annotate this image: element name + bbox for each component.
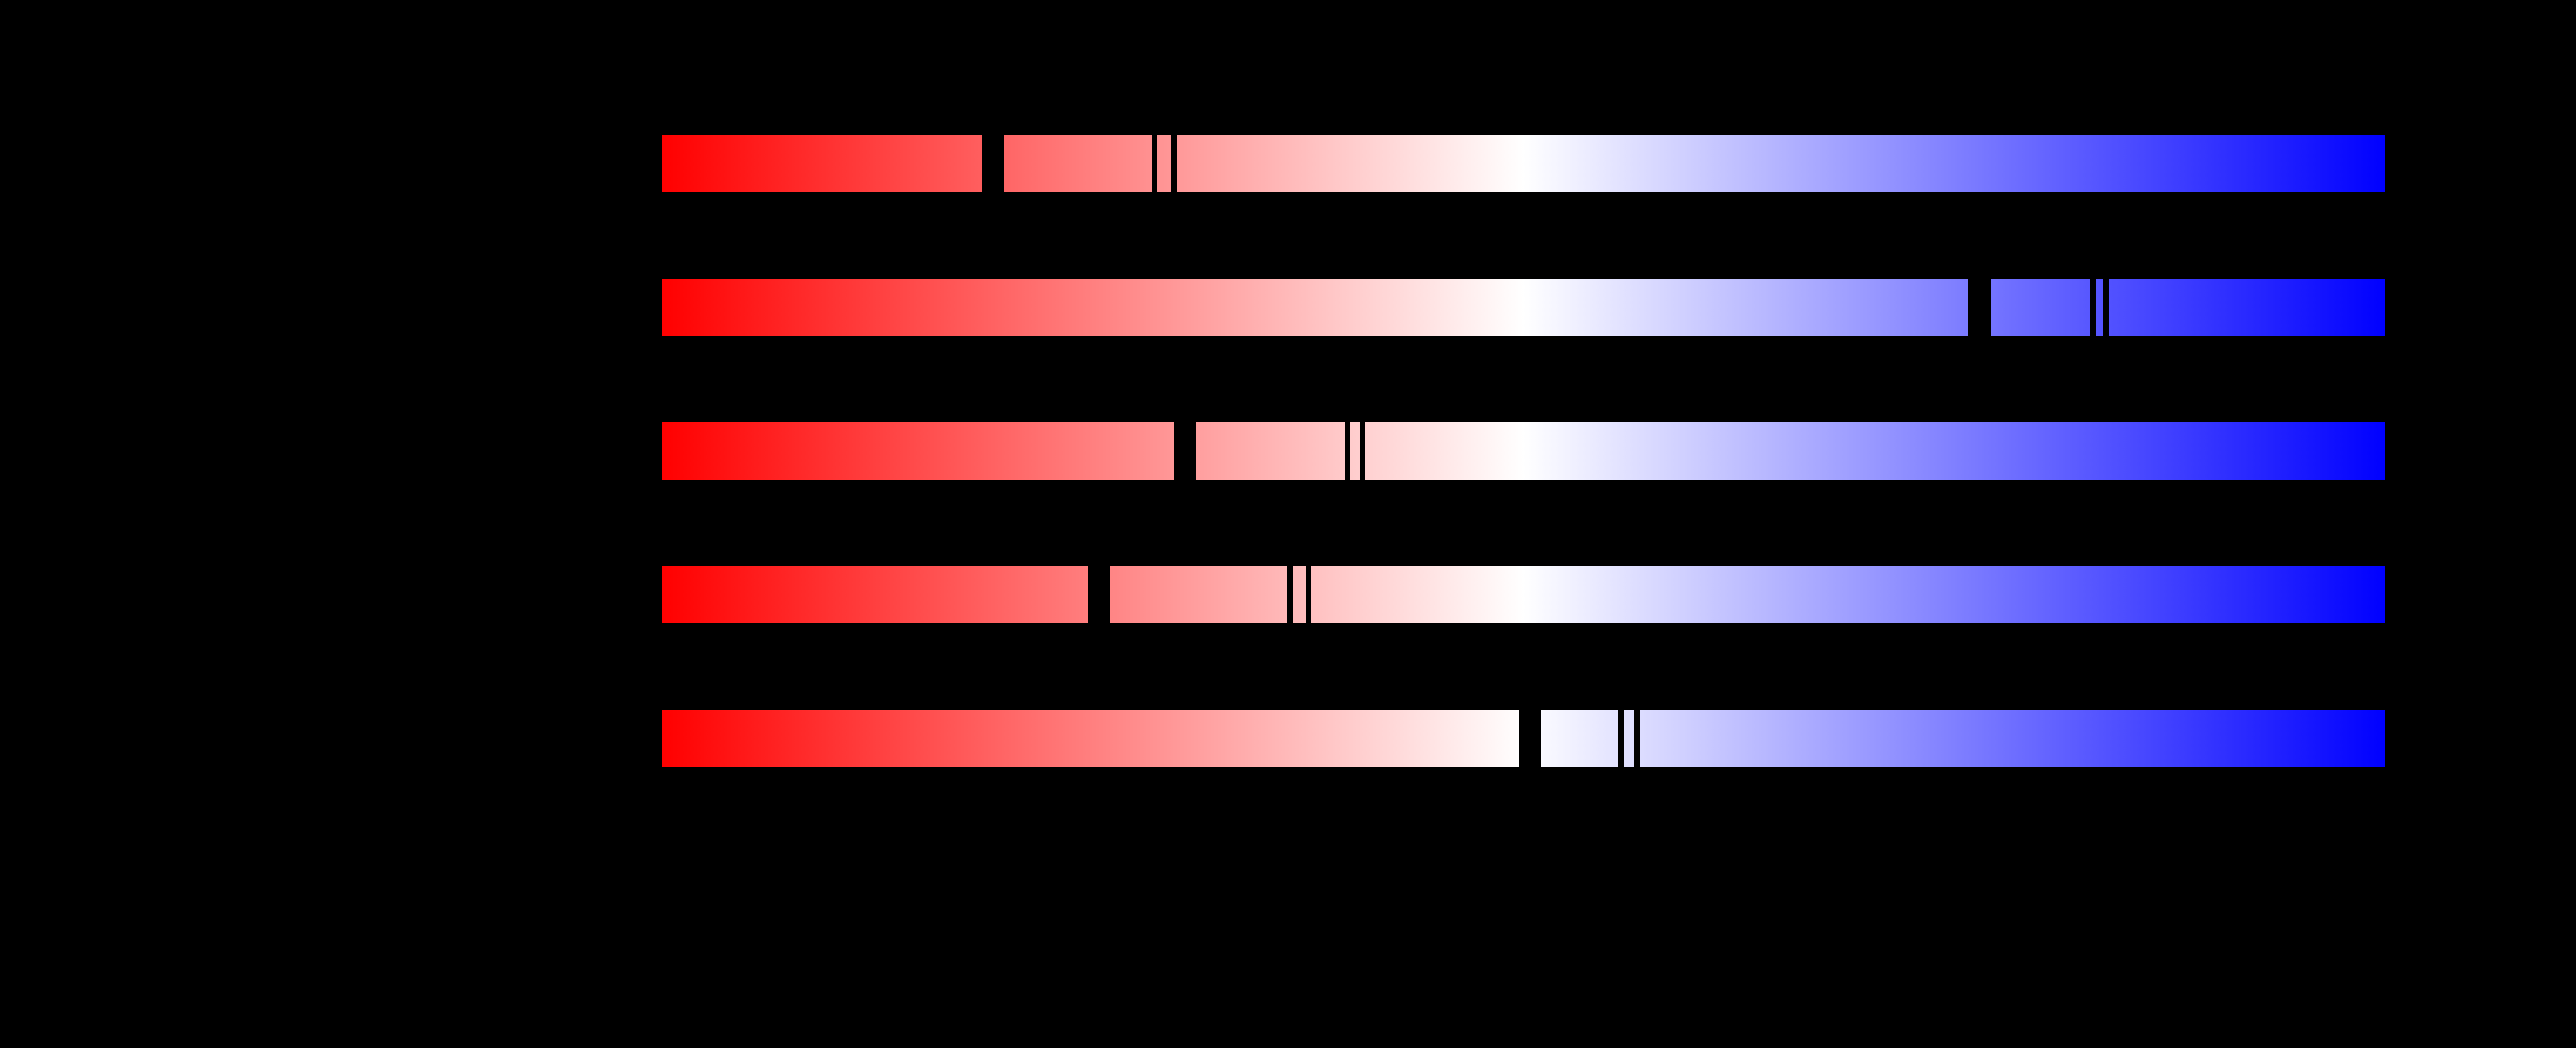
thick-marker	[1968, 279, 1991, 336]
thin-marker	[1345, 422, 1350, 480]
gradient-bar-row-5	[662, 710, 2385, 767]
thin-marker	[2090, 279, 2096, 336]
thin-marker	[2103, 279, 2109, 336]
thin-marker	[1287, 566, 1293, 623]
thin-marker	[1152, 135, 1157, 192]
thick-marker	[982, 135, 1004, 192]
gradient-bar-row-1	[662, 135, 2385, 192]
thin-marker	[1306, 566, 1311, 623]
thick-marker	[1088, 566, 1110, 623]
thin-marker	[1618, 710, 1624, 767]
gradient-bar-row-2	[662, 279, 2385, 336]
gradient-bar-row-4	[662, 566, 2385, 623]
thick-marker	[1174, 422, 1196, 480]
thin-marker	[1171, 135, 1177, 192]
thin-marker	[1360, 422, 1365, 480]
gradient-bar-row-3	[662, 422, 2385, 480]
thin-marker	[1634, 710, 1640, 767]
thick-marker	[1519, 710, 1541, 767]
